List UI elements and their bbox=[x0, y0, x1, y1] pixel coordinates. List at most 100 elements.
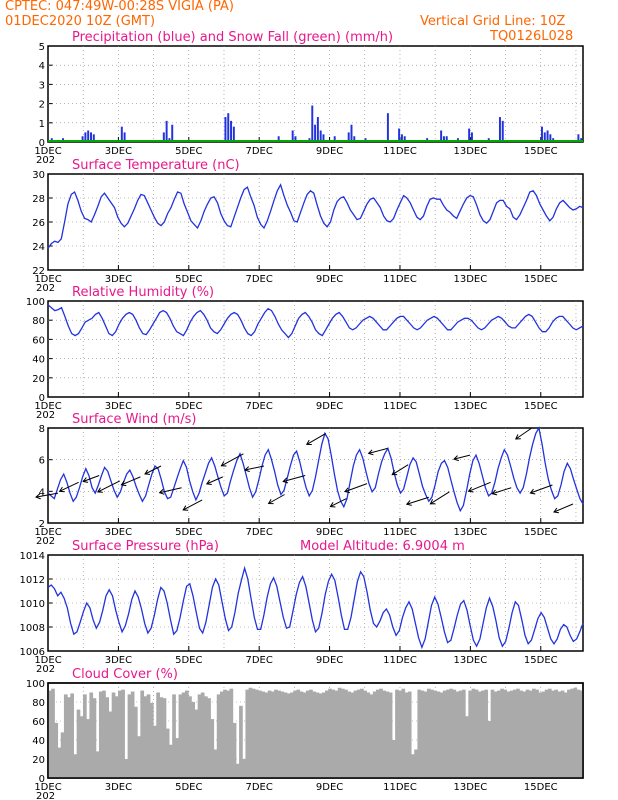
cloud-bar bbox=[76, 709, 81, 778]
cloud-bar bbox=[430, 689, 434, 778]
wind-arrow-head bbox=[514, 434, 521, 440]
cloud-bar bbox=[551, 690, 555, 778]
precip-bar bbox=[498, 117, 501, 142]
wind-arrow-head bbox=[429, 499, 436, 505]
pres-xtick-label: 3DEC bbox=[105, 655, 132, 666]
cloud-bar bbox=[493, 691, 498, 778]
cloud-bar bbox=[70, 693, 74, 778]
precip-xtick-label: 3DEC bbox=[105, 146, 132, 157]
cloud-ytick-label: 80 bbox=[32, 698, 45, 709]
wind-arrow-head bbox=[58, 486, 65, 493]
cloud-bar bbox=[404, 692, 409, 778]
cloud-bar bbox=[340, 688, 345, 778]
precip-bar bbox=[230, 120, 233, 142]
precip-bar bbox=[470, 132, 473, 142]
wind-arrow-head bbox=[553, 507, 559, 514]
cloud-bar bbox=[484, 689, 488, 778]
pres-xtick-label: 9DEC bbox=[316, 655, 343, 666]
wind-arrow-head bbox=[35, 493, 41, 500]
temp-xtick-label: 11DEC bbox=[383, 274, 417, 285]
cloud-bar bbox=[48, 690, 52, 778]
pres-extra: Model Altitude: 6.9004 m bbox=[300, 539, 465, 554]
wind-arrow-head bbox=[453, 455, 459, 462]
precip-bar bbox=[386, 113, 389, 142]
cloud-bar bbox=[143, 696, 148, 778]
cloud-bar bbox=[411, 754, 415, 778]
cloud-bar bbox=[528, 690, 533, 778]
cloud-bar bbox=[219, 691, 224, 778]
wind-arrow bbox=[182, 499, 203, 511]
temp-title: Surface Temperature (nC) bbox=[72, 158, 240, 173]
precip-bar bbox=[445, 136, 448, 142]
cloud-bar bbox=[274, 689, 278, 778]
wind-xtick-year: 202 bbox=[36, 536, 55, 547]
wind-arrow-head bbox=[120, 480, 127, 487]
cloud-bar bbox=[436, 691, 441, 778]
wind-arrow bbox=[83, 475, 100, 482]
wind-arrow bbox=[368, 447, 388, 454]
wind-arrow bbox=[221, 453, 244, 467]
wind-arrow-head bbox=[158, 488, 165, 495]
cloud-xtick-label: 13DEC bbox=[454, 782, 488, 793]
precip-bar bbox=[440, 130, 443, 142]
wind-arrow bbox=[391, 464, 409, 476]
temp-xtick-label: 7DEC bbox=[245, 274, 272, 285]
precip-bar bbox=[81, 136, 84, 142]
wind-arrow bbox=[268, 494, 285, 504]
precip-bar bbox=[171, 124, 174, 142]
run-code: TQ0126L028 bbox=[490, 29, 574, 44]
rh-xtick-year: 202 bbox=[36, 410, 55, 421]
wind-xtick-label: 15DEC bbox=[524, 527, 558, 538]
precip-bar bbox=[322, 134, 325, 142]
cloud-bar bbox=[102, 690, 106, 778]
cloud-bar bbox=[417, 689, 422, 778]
cloud-bar bbox=[239, 705, 243, 778]
wind-arrow-head bbox=[367, 449, 374, 456]
rh-ytick-label: 20 bbox=[32, 374, 45, 385]
precip-bar bbox=[123, 132, 126, 142]
cloud-bar bbox=[318, 693, 323, 778]
wind-arrow bbox=[406, 496, 429, 505]
precip-bar bbox=[546, 130, 549, 142]
rh-ytick-label: 60 bbox=[32, 335, 45, 346]
cloud-bar bbox=[541, 691, 546, 778]
rh-ytick-label: 80 bbox=[32, 316, 45, 327]
pres-ytick-label: 1008 bbox=[20, 623, 45, 634]
cloud-bar bbox=[366, 692, 371, 778]
temp-xtick-label: 5DEC bbox=[175, 274, 202, 285]
cloud-bar bbox=[216, 694, 221, 778]
cloud-bar bbox=[254, 689, 259, 778]
cloud-xtick-label: 7DEC bbox=[245, 782, 272, 793]
cloud-bar bbox=[353, 690, 358, 778]
wind-xtick-label: 13DEC bbox=[454, 527, 488, 538]
cloud-ytick-label: 40 bbox=[32, 736, 45, 747]
cloud-bar bbox=[455, 691, 460, 778]
rh-ytick-label: 0 bbox=[39, 393, 45, 404]
wind-arrow-head bbox=[144, 469, 151, 475]
cloud-bar bbox=[162, 698, 167, 778]
cloud-bar bbox=[433, 690, 438, 778]
wind-arrow-head bbox=[182, 505, 189, 511]
cloud-bar bbox=[245, 689, 250, 778]
cloud-bar bbox=[124, 759, 129, 778]
cloud-bar bbox=[191, 702, 195, 778]
pres-ytick-label: 1014 bbox=[20, 551, 45, 562]
rh-xtick-label: 5DEC bbox=[175, 401, 202, 412]
cloud-bar bbox=[503, 689, 508, 778]
cloud-bar bbox=[73, 754, 78, 778]
cloud-bar bbox=[105, 697, 110, 778]
cloud-bar bbox=[108, 711, 113, 778]
precip-bar bbox=[314, 124, 317, 142]
cloud-bar bbox=[347, 691, 352, 778]
cloud-bar bbox=[60, 732, 65, 778]
wind-arrow-head bbox=[491, 489, 498, 496]
cloud-bar bbox=[570, 688, 574, 778]
wind-xtick-label: 3DEC bbox=[105, 527, 132, 538]
cloud-bar bbox=[267, 690, 272, 778]
wind-arrow-head bbox=[305, 439, 312, 445]
cloud-title: Cloud Cover (%) bbox=[72, 667, 178, 682]
wind-xtick-label: 5DEC bbox=[175, 527, 202, 538]
precip-xtick-label: 5DEC bbox=[175, 146, 202, 157]
cloud-bar bbox=[264, 692, 269, 778]
cloud-bar bbox=[363, 690, 367, 778]
